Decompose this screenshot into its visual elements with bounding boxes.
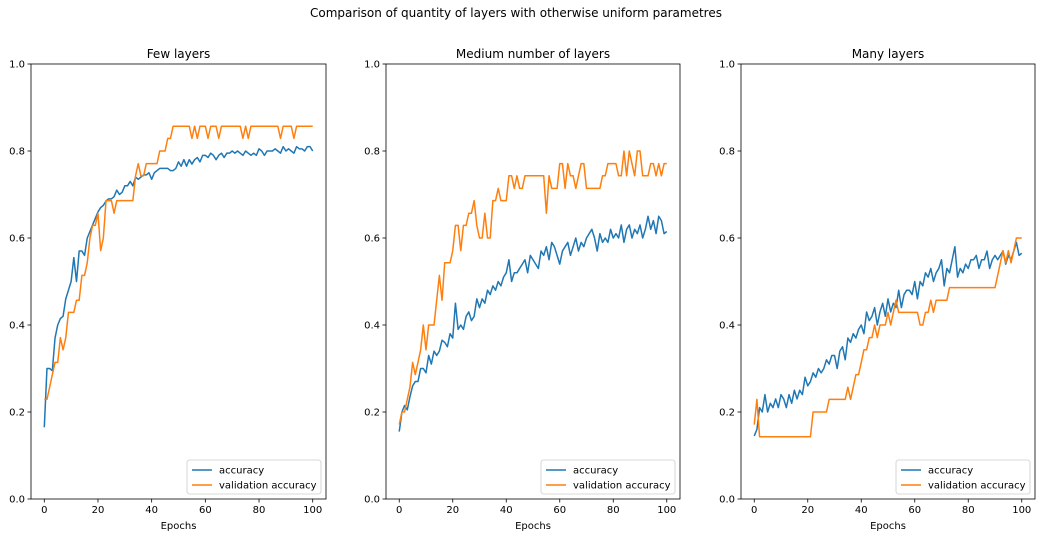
- figure-suptitle: Comparison of quantity of layers with ot…: [310, 6, 722, 20]
- x-tick-label: 100: [657, 505, 676, 516]
- y-tick-label: 0.4: [9, 321, 25, 332]
- series-line-accuracy: [43, 145, 314, 428]
- legend-label: validation accuracy: [928, 481, 1026, 492]
- y-tick-label: 0.2: [719, 408, 735, 419]
- legend-box: [895, 459, 1031, 495]
- y-tick-label: 1.0: [364, 60, 380, 71]
- subplot-title: Few layers: [147, 47, 211, 61]
- x-tick-label: 20: [446, 505, 459, 516]
- y-tick-label: 1.0: [9, 60, 25, 71]
- legend-label: validation accuracy: [573, 481, 671, 492]
- x-tick-label: 40: [855, 505, 868, 516]
- axes-frame: [740, 63, 1036, 500]
- x-axis-label: Epochs: [515, 521, 551, 532]
- y-tick-label: 1.0: [719, 60, 735, 71]
- x-tick-label: 40: [500, 505, 513, 516]
- y-tick-label: 0.2: [364, 408, 380, 419]
- y-tick-label: 0.8: [9, 147, 25, 158]
- y-tick-label: 0.0: [9, 495, 25, 506]
- y-tick-label: 0.0: [719, 495, 735, 506]
- legend: accuracy validation accuracy: [540, 459, 676, 495]
- x-tick-label: 80: [962, 505, 975, 516]
- subplot-title: Medium number of layers: [456, 47, 610, 61]
- series-line-accuracy: [753, 241, 1023, 437]
- y-tick-label: 0.8: [364, 147, 380, 158]
- x-tick-label: 100: [1012, 505, 1031, 516]
- legend-label: accuracy: [573, 466, 618, 477]
- subplot-1: Few layers 0 20 40 60 80 100 0.0 0.2 0.4 0.6 0.8 1.0…: [9, 47, 327, 532]
- x-tick-label: 100: [303, 505, 322, 516]
- legend-label: validation accuracy: [219, 481, 317, 492]
- y-tick-label: 0.0: [364, 495, 380, 506]
- x-axis-label: Epochs: [870, 521, 906, 532]
- legend: accuracy validation accuracy: [186, 459, 322, 495]
- y-tick-label: 0.2: [9, 408, 25, 419]
- series-line-validation-accuracy: [753, 237, 1022, 438]
- x-tick-label: 20: [92, 505, 105, 516]
- series-line-validation-accuracy: [398, 150, 667, 425]
- legend-label: accuracy: [928, 466, 973, 477]
- subplot-title: Many layers: [852, 47, 925, 61]
- x-tick-label: 60: [553, 505, 566, 516]
- x-tick-label: 80: [253, 505, 266, 516]
- legend-box: [186, 459, 322, 495]
- y-tick-label: 0.8: [719, 147, 735, 158]
- series-line-accuracy: [398, 215, 668, 432]
- legend-label: accuracy: [219, 466, 264, 477]
- legend: accuracy validation accuracy: [895, 459, 1031, 495]
- y-tick-label: 0.6: [9, 234, 25, 245]
- legend-box: [540, 459, 676, 495]
- x-tick-label: 60: [908, 505, 921, 516]
- y-tick-label: 0.4: [719, 321, 735, 332]
- x-axis-label: Epochs: [161, 521, 197, 532]
- x-tick-label: 60: [199, 505, 212, 516]
- x-tick-label: 20: [801, 505, 814, 516]
- y-tick-label: 0.6: [719, 234, 735, 245]
- axes-frame: [385, 63, 681, 500]
- x-tick-label: 0: [41, 505, 47, 516]
- y-tick-label: 0.4: [364, 321, 380, 332]
- x-tick-label: 40: [145, 505, 158, 516]
- axes-frame: [30, 63, 327, 500]
- x-tick-label: 0: [751, 505, 757, 516]
- subplot-2: Medium number of layers 0 20 40 60 80 100 0.0 0.…: [364, 47, 681, 532]
- panels: Few layers 0 20 40 60 80 100 0.0 0.2 0.4 0.6 0.8 1.0…: [9, 47, 1036, 532]
- x-tick-label: 0: [396, 505, 402, 516]
- x-tick-label: 80: [607, 505, 620, 516]
- subplot-3: Many layers 0 20 40 60 80 100 0.0 0.2 0.4 0.6 0.8 1.…: [719, 47, 1036, 532]
- series-line-validation-accuracy: [44, 125, 313, 401]
- y-tick-label: 0.6: [364, 234, 380, 245]
